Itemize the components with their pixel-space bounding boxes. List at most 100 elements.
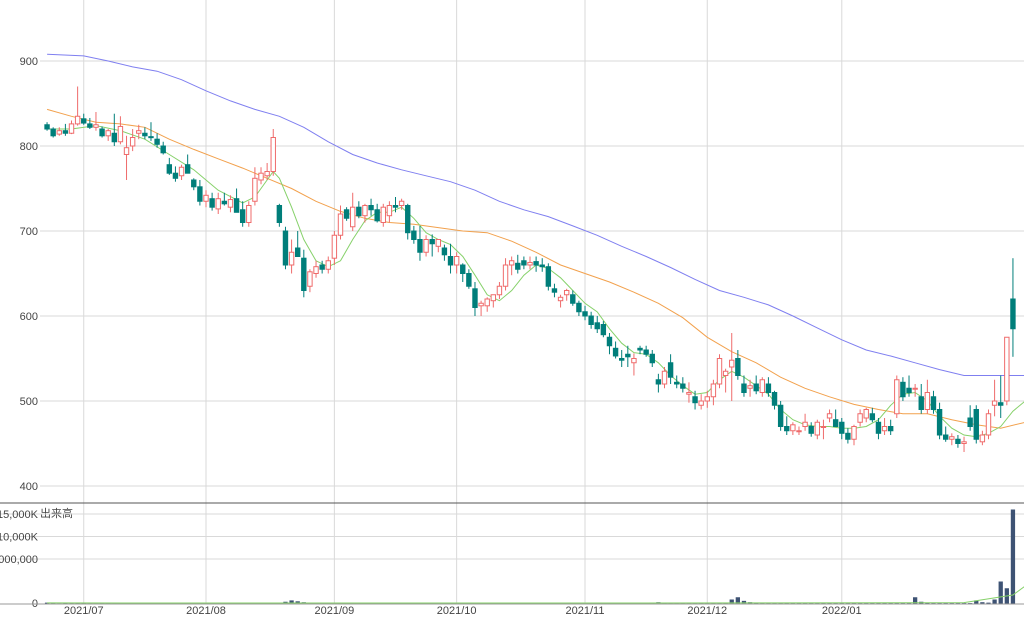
candle-body [753,383,759,392]
candle-body [588,315,594,325]
candle-body [515,262,521,270]
down-candle [184,154,191,174]
up-candle [313,260,319,278]
up-candle [796,426,802,435]
down-candle [166,157,173,175]
month-tick-label: 2021/08 [186,605,226,617]
candle-body [643,349,649,355]
down-candle [649,350,655,367]
candle-body [350,206,356,228]
up-candle [74,86,81,126]
up-candle [117,116,124,145]
candle-body [808,426,814,434]
down-candle [906,375,912,397]
volume-bar [998,581,1003,604]
price-y-axis: 400 500 600 700 800 900 [20,56,38,493]
down-candle [808,422,814,437]
candle-body [374,209,380,222]
candle-body [649,353,655,364]
up-candle [820,419,827,440]
up-candle [747,379,753,397]
candle-body [655,379,662,385]
candle-body [582,311,588,317]
up-candle [704,390,710,408]
down-candle [600,321,607,338]
down-candle [466,269,472,289]
price-tick-label: 900 [20,56,38,68]
candle-body [160,145,166,154]
candle-body [918,396,924,410]
up-candle [661,367,668,389]
candle-body [319,264,325,270]
candle-body [215,198,221,210]
up-candle [790,422,796,435]
volume-bar [63,602,68,604]
down-candle [625,345,631,367]
down-candle [875,418,882,440]
up-candle [350,192,356,231]
candle-body [307,271,313,287]
candle-body [203,194,209,202]
down-candle [765,377,772,397]
up-candle [246,201,252,227]
down-candle [606,333,613,355]
candle-body [906,387,912,393]
candle-body [747,385,753,389]
down-candle [441,244,448,261]
up-candle [496,282,503,299]
down-candle [753,375,759,395]
candle-body [863,409,869,419]
candle-body [111,132,118,143]
candle-body [716,358,723,385]
up-candle [961,436,967,452]
candle-body [985,413,992,436]
price-tick-label: 500 [20,396,38,408]
down-candle [643,345,649,357]
candle-body [857,413,863,423]
down-candle [374,203,380,223]
candle-body [87,123,93,128]
up-candle [863,407,869,423]
candle-body [246,205,252,223]
candle-body [686,392,692,395]
candle-body [380,206,386,223]
down-candle [209,192,215,211]
up-candle [527,256,533,270]
down-candle [533,256,539,272]
down-candle [191,178,197,191]
down-candle [87,117,93,129]
candle-body [154,138,160,145]
candle-body [1004,336,1010,402]
up-candle [178,164,185,180]
up-candle [894,375,900,418]
up-candle [557,294,564,308]
down-candle [148,122,154,141]
down-candle [62,123,69,136]
up-candle [912,384,918,397]
ma-long-line [47,53,1024,376]
down-candle [368,198,374,216]
candle-body [392,205,399,208]
up-candle [478,300,484,316]
up-candle [949,433,955,446]
volume-bar [980,602,985,604]
candle-body [129,137,136,147]
up-candle [490,294,497,308]
candle-body [680,383,686,389]
candle-body [417,239,423,253]
down-candle [472,282,478,316]
up-candle [563,288,570,301]
down-candle [233,188,240,213]
candle-body [142,132,148,137]
candle-body [832,419,839,428]
down-candle [294,231,301,257]
candle-body [765,383,772,393]
candle-body [1010,298,1016,330]
price-tick-label: 700 [20,226,38,238]
candle-body [356,206,362,217]
down-candle [515,254,521,274]
up-candle [453,252,460,274]
down-candle [111,113,118,146]
candle-body [570,294,576,304]
candle-body [258,172,264,181]
